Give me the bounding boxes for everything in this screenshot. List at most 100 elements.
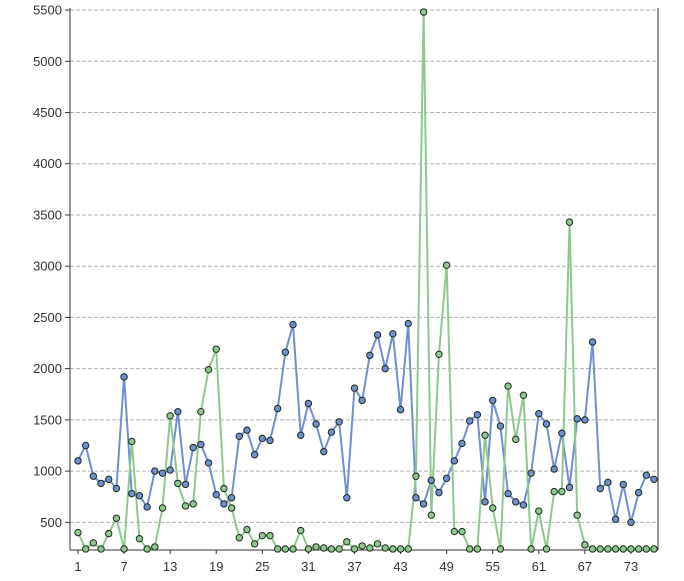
- data-point: [512, 435, 520, 444]
- data-point: [381, 364, 389, 373]
- data-point: [327, 428, 336, 436]
- data-point: [389, 545, 397, 553]
- data-point: [596, 545, 604, 553]
- data-point: [258, 531, 267, 540]
- data-point: [581, 541, 589, 549]
- data-point: [289, 320, 297, 329]
- data-point: [465, 417, 474, 425]
- data-point: [573, 415, 581, 423]
- data-point: [304, 545, 313, 553]
- data-point: [396, 405, 405, 414]
- data-point: [158, 469, 167, 477]
- data-point: [235, 534, 243, 542]
- data-point: [250, 451, 259, 459]
- data-point: [143, 545, 151, 553]
- data-point: [565, 218, 574, 226]
- data-point: [412, 494, 420, 502]
- data-point: [174, 479, 182, 488]
- data-point: [634, 488, 643, 497]
- data-point: [489, 504, 497, 512]
- data-point: [512, 498, 520, 506]
- data-point: [542, 545, 551, 553]
- data-point: [519, 501, 528, 509]
- data-point: [174, 407, 182, 416]
- data-point: [527, 469, 535, 477]
- data-point: [81, 441, 90, 450]
- data-point: [74, 528, 82, 537]
- data-point: [358, 542, 366, 550]
- data-point: [604, 478, 612, 487]
- data-point: [642, 471, 651, 479]
- x-tick-label: 37: [347, 559, 361, 574]
- data-point: [442, 474, 451, 482]
- data-point: [266, 531, 274, 540]
- data-point: [204, 365, 213, 374]
- data-point: [619, 480, 627, 489]
- data-point: [197, 440, 205, 449]
- x-tick-label: 73: [624, 559, 638, 574]
- data-point: [419, 8, 428, 16]
- data-point: [350, 384, 359, 392]
- data-point: [481, 431, 489, 439]
- data-point: [489, 396, 497, 405]
- data-point: [435, 350, 443, 359]
- series-line: [77, 11, 654, 550]
- data-point: [588, 545, 597, 553]
- y-tick-label: 1500: [33, 412, 62, 427]
- data-point: [527, 545, 535, 553]
- data-point: [396, 545, 405, 553]
- data-point: [650, 545, 658, 553]
- data-point: [289, 545, 297, 553]
- data-point: [504, 382, 512, 390]
- series: [74, 8, 658, 553]
- data-point: [258, 434, 267, 443]
- x-tick-label: 7: [120, 559, 127, 574]
- data-point: [458, 527, 466, 536]
- data-point: [642, 545, 651, 553]
- data-point: [281, 545, 290, 553]
- data-point: [151, 543, 159, 551]
- data-point: [481, 498, 489, 506]
- data-point: [535, 410, 543, 418]
- data-point: [573, 511, 581, 519]
- y-tick-label: 500: [40, 515, 62, 530]
- y-axis-ticks: 500 1000 1500 2000 2500 3000 3500 4000 4500 5000 5…: [33, 3, 70, 530]
- x-tick-label: 19: [209, 559, 223, 574]
- data-point: [181, 502, 190, 510]
- data-point: [519, 391, 528, 399]
- y-tick-label: 2000: [33, 361, 62, 376]
- data-point: [158, 504, 167, 512]
- series-2-points: [74, 8, 658, 553]
- x-tick-label: 1: [74, 559, 81, 574]
- data-point: [112, 514, 121, 522]
- y-tick-label: 5500: [33, 3, 62, 18]
- data-point: [343, 538, 351, 546]
- data-point: [97, 545, 105, 553]
- data-point: [128, 489, 136, 498]
- data-point: [166, 466, 174, 474]
- data-point: [281, 348, 290, 356]
- y-tick-label: 3000: [33, 259, 62, 274]
- data-point: [220, 500, 228, 508]
- data-point: [74, 457, 82, 465]
- data-point: [81, 545, 90, 553]
- data-point: [634, 545, 643, 553]
- data-point: [381, 544, 389, 552]
- data-point: [450, 457, 459, 465]
- data-point: [550, 465, 558, 473]
- data-point: [588, 338, 597, 346]
- data-point: [143, 503, 151, 511]
- data-point: [135, 535, 144, 543]
- data-point: [496, 422, 505, 430]
- data-point: [389, 330, 397, 338]
- data-point: [427, 476, 435, 485]
- data-point: [442, 261, 451, 269]
- data-point: [358, 396, 366, 405]
- data-point: [427, 511, 435, 519]
- data-point: [327, 545, 336, 553]
- data-point: [151, 467, 159, 475]
- data-point: [266, 436, 274, 445]
- data-point: [297, 431, 305, 439]
